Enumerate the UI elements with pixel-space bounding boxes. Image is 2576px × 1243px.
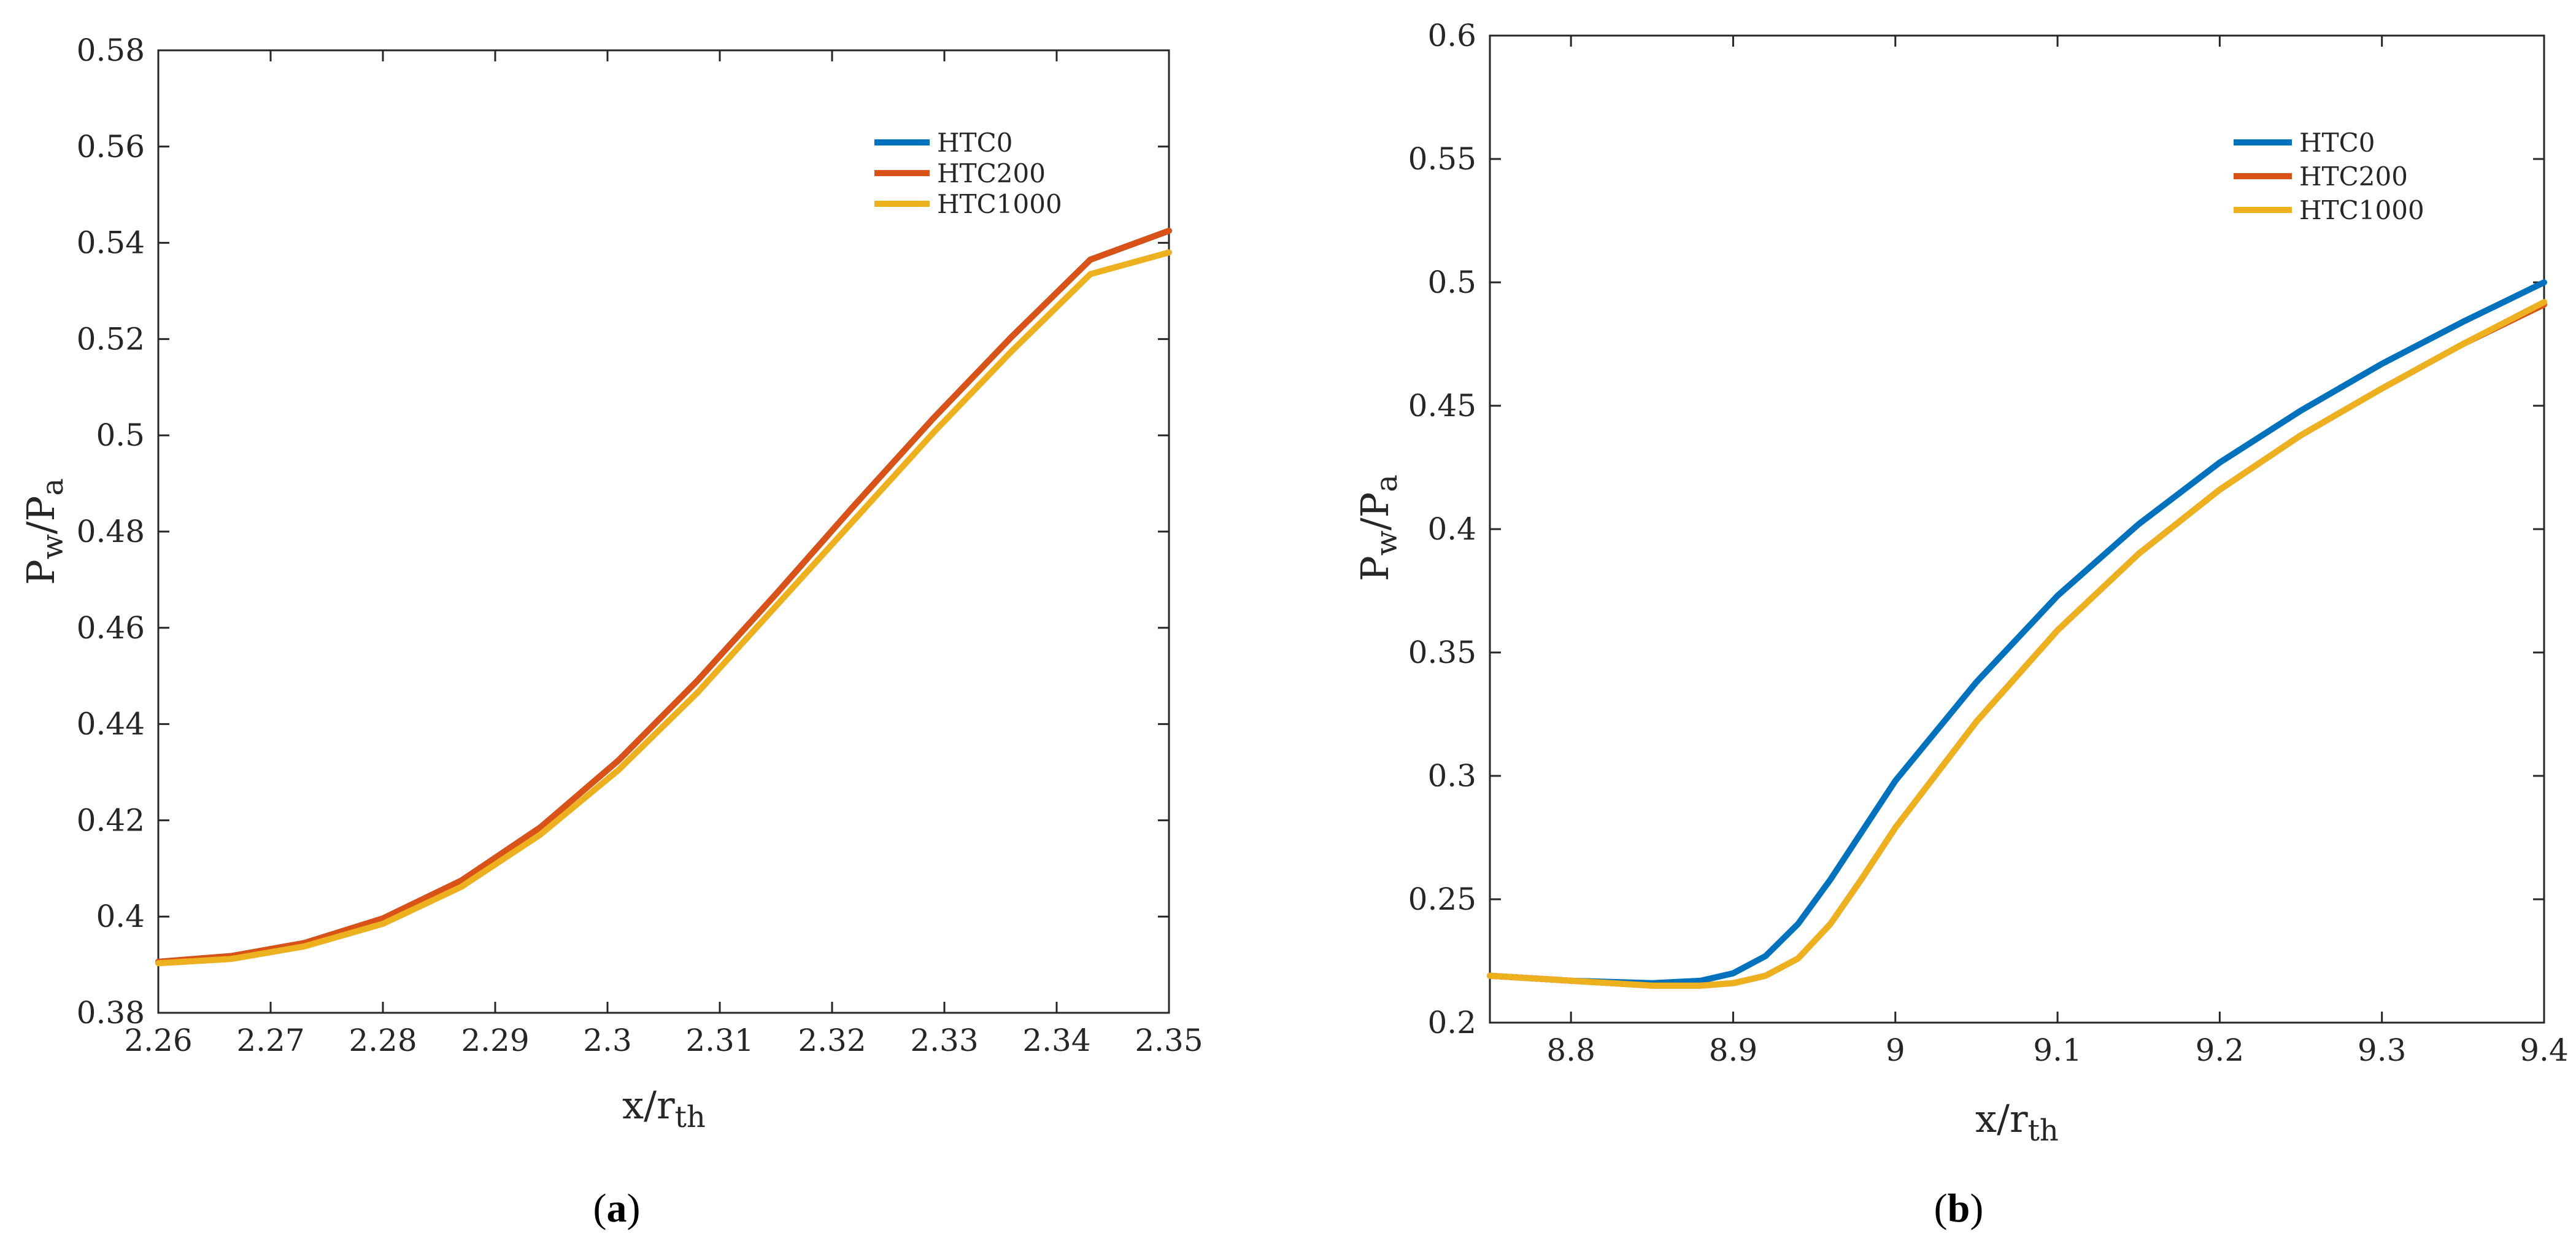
y-tick-label: 0.44 (77, 707, 145, 742)
x-tick-label: 9.4 (2520, 1032, 2569, 1068)
x-tick-label: 2.27 (236, 1023, 304, 1058)
x-axis-label: x/rth (622, 1083, 706, 1134)
x-tick-label: 9.1 (2033, 1032, 2082, 1068)
x-tick-label: 9.2 (2196, 1032, 2245, 1068)
x-tick-label: 9 (1886, 1032, 1905, 1068)
y-tick-label: 0.58 (77, 33, 145, 68)
series-line-htc0 (1487, 279, 2547, 986)
chart-panel-a: 2.26 2.27 2.28 2.29 2.3 2.31 2.32 2.33 2.34 2.35 0… (18, 33, 1203, 1231)
y-tick-label: 0.3 (1427, 758, 1476, 794)
x-tick-label: 8.9 (1709, 1032, 1758, 1068)
axis-ticks: 8.8 8.9 9 9.1 9.2 9.3 9.4 0.2 0.25 0.3 0.35 0.4 0.45… (1408, 18, 2569, 1068)
y-tick-label: 0.45 (1408, 388, 1476, 424)
series-layer (1487, 279, 2547, 989)
x-tick-label: 8.8 (1546, 1032, 1595, 1068)
y-axis-label: Pw/Pa (1352, 474, 1404, 581)
legend-label: HTC0 (937, 128, 1013, 158)
y-tick-label: 0.5 (1427, 265, 1476, 300)
series-layer (155, 228, 1172, 967)
x-tick-label: 2.28 (349, 1023, 417, 1058)
legend-label: HTC200 (937, 158, 1046, 188)
y-tick-label: 0.48 (77, 514, 145, 549)
y-tick-label: 0.52 (77, 321, 145, 357)
x-tick-label: 2.33 (910, 1023, 978, 1058)
legend-label: HTC1000 (937, 189, 1062, 219)
y-tick-label: 0.54 (77, 225, 145, 261)
y-tick-label: 0.25 (1408, 881, 1476, 917)
y-tick-label: 0.4 (96, 899, 145, 934)
x-tick-label: 2.32 (798, 1023, 866, 1058)
x-tick-label: 2.35 (1135, 1023, 1203, 1058)
x-tick-label: 9.3 (2358, 1032, 2407, 1068)
chart-panel-b: 8.8 8.9 9 9.1 9.2 9.3 9.4 0.2 0.25 0.3 0.35 0.4 0.45… (1352, 18, 2569, 1231)
y-tick-label: 0.42 (77, 802, 145, 838)
y-tick-label: 0.4 (1427, 511, 1476, 547)
y-tick-label: 0.6 (1427, 18, 1476, 53)
x-axis-label: x/rth (1975, 1096, 2059, 1148)
x-tick-label: 2.29 (461, 1023, 529, 1058)
legend-label: HTC200 (2299, 161, 2408, 192)
axis-ticks: 2.26 2.27 2.28 2.29 2.3 2.31 2.32 2.33 2.34 2.35 0… (77, 33, 1203, 1058)
x-tick-label: 2.26 (124, 1023, 192, 1058)
y-tick-label: 0.35 (1408, 635, 1476, 670)
y-axis-label: Pw/Pa (18, 478, 70, 585)
y-tick-label: 0.38 (77, 995, 145, 1031)
panel-label-a: (a) (593, 1186, 641, 1231)
y-tick-label: 0.5 (96, 417, 145, 453)
y-tick-label: 0.2 (1427, 1005, 1476, 1040)
x-tick-label: 2.31 (685, 1023, 754, 1058)
panel-label-b: (b) (1934, 1186, 1984, 1231)
series-line-htc200 (155, 228, 1172, 965)
x-tick-label: 2.3 (583, 1023, 632, 1058)
series-line-htc1000 (1487, 299, 2547, 989)
x-tick-label: 2.34 (1022, 1023, 1090, 1058)
y-tick-label: 0.55 (1408, 141, 1476, 177)
legend-label: HTC0 (2299, 128, 2375, 158)
series-line-htc1000 (155, 249, 1172, 967)
y-tick-label: 0.56 (77, 129, 145, 165)
legend-label: HTC1000 (2299, 195, 2424, 225)
y-tick-label: 0.46 (77, 610, 145, 646)
